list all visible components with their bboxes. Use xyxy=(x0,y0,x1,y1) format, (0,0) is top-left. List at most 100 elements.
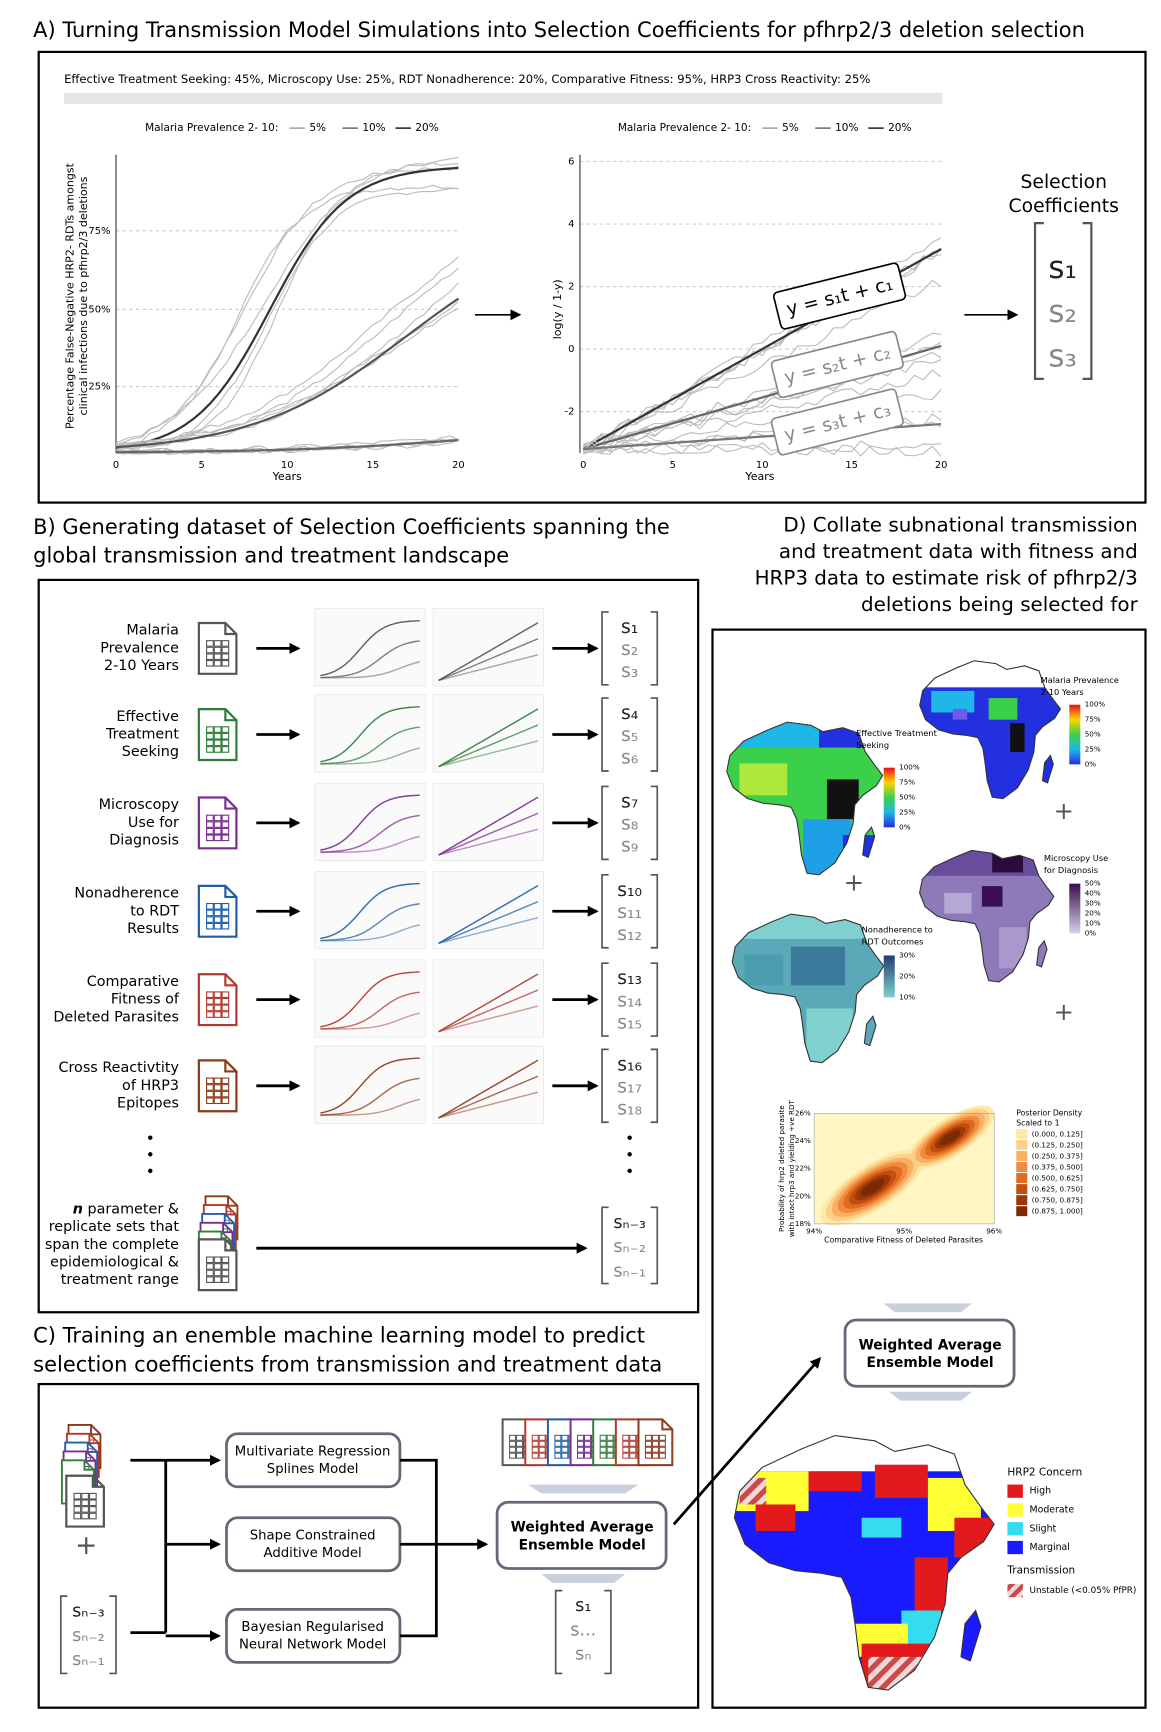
thumbnail-curve xyxy=(438,708,539,768)
thumbnail-curve xyxy=(320,794,420,851)
model-label: Bayesian Regularised xyxy=(241,1620,383,1635)
file-cell xyxy=(221,1097,230,1105)
file-cell xyxy=(644,1440,652,1447)
colorbar xyxy=(1069,704,1081,765)
file-cell xyxy=(221,1004,230,1012)
file-cell xyxy=(213,746,222,753)
row-label: Deleted Parasites xyxy=(53,1009,179,1025)
file-cell xyxy=(206,834,214,842)
file-cell xyxy=(206,1090,214,1098)
map-region xyxy=(914,1557,948,1611)
bracket xyxy=(604,1589,612,1675)
replicate-curve xyxy=(115,307,459,447)
file-cell xyxy=(221,726,230,733)
map-region xyxy=(861,1517,902,1538)
legend-label: 20% xyxy=(888,122,911,134)
colorbar-label: 25% xyxy=(1085,744,1101,753)
row-label: Prevalence xyxy=(100,640,179,656)
row-label: to RDT xyxy=(130,903,179,919)
file-cell xyxy=(538,1452,546,1459)
file-cell xyxy=(583,1452,591,1459)
colorbar xyxy=(883,767,895,828)
map-region xyxy=(992,850,1023,873)
legend-label: (0.750, 0.875] xyxy=(1032,1196,1083,1205)
thumbnail-curve xyxy=(320,814,420,853)
file-cell xyxy=(213,821,222,828)
colorbar-label: 20% xyxy=(1085,908,1101,917)
legend-swatch xyxy=(1016,1150,1028,1161)
panel-title: selection coefficients from transmission… xyxy=(33,1352,662,1376)
thumbnail-curve xyxy=(438,1091,539,1119)
legend-label: 20% xyxy=(415,122,438,134)
map-region xyxy=(744,954,784,986)
selection-title: Coefficients xyxy=(1009,196,1119,217)
legend-title: HRP2 Concern xyxy=(1007,1466,1082,1478)
bracket xyxy=(650,611,659,686)
plus: + xyxy=(1054,997,1074,1026)
x-tick-label: 94% xyxy=(806,1227,822,1236)
thumbnail-curve xyxy=(438,885,539,944)
bracket xyxy=(601,1206,609,1285)
file-cell xyxy=(73,1492,82,1500)
legend-label: (0.250, 0.375] xyxy=(1032,1152,1083,1161)
coefficient: sₙ xyxy=(575,1645,591,1665)
file-cell xyxy=(221,909,230,917)
thumbnail xyxy=(314,608,426,687)
file-cell xyxy=(644,1452,652,1459)
file-cell xyxy=(577,1446,584,1453)
colorbar-label: 0% xyxy=(899,822,911,831)
file-cell xyxy=(206,746,214,753)
file-cell xyxy=(213,640,222,647)
thumbnail xyxy=(314,871,426,950)
file-cell xyxy=(213,997,222,1005)
file-cell xyxy=(81,1492,89,1500)
legend-swatch xyxy=(1016,1206,1028,1217)
file-cell xyxy=(516,1434,524,1441)
thumbnail-curve xyxy=(438,989,539,1033)
file-cell xyxy=(213,916,222,923)
row-label: n parameter & xyxy=(73,1202,179,1218)
file-cell xyxy=(206,1084,214,1091)
bracket xyxy=(554,1589,563,1675)
connector xyxy=(399,1458,438,1638)
replicate-curve xyxy=(583,443,942,457)
panel-title: and treatment data with fitness and xyxy=(779,540,1138,563)
file-cell xyxy=(206,909,214,917)
plus: + xyxy=(75,1530,97,1561)
file-cell xyxy=(221,1269,230,1277)
bracket xyxy=(601,785,609,861)
coefficient: s₃ xyxy=(621,661,638,682)
file-cell xyxy=(221,739,230,747)
file-cell xyxy=(577,1440,584,1447)
map-region xyxy=(739,1477,767,1505)
bracket xyxy=(650,874,659,949)
file-cell xyxy=(81,1499,89,1507)
coefficient: s₆ xyxy=(621,747,638,768)
file-cell xyxy=(213,732,222,740)
coefficient: s₅ xyxy=(621,725,638,746)
bracket xyxy=(650,1048,659,1124)
file-cell xyxy=(221,814,230,822)
map-region xyxy=(1010,723,1025,752)
thumbnail-curve xyxy=(320,640,420,679)
map-region xyxy=(931,690,975,713)
map xyxy=(919,660,1061,800)
file-cell xyxy=(213,1090,222,1098)
map xyxy=(919,849,1055,983)
legend-label: 10% xyxy=(835,122,858,134)
bracket xyxy=(59,1595,68,1675)
file-cell xyxy=(221,916,230,923)
parameters: Effective Treatment Seeking: 45%, Micros… xyxy=(64,72,870,86)
row-label: span the complete xyxy=(45,1237,179,1253)
coefficient: s₁ xyxy=(1048,250,1077,286)
file-cell xyxy=(81,1512,89,1520)
file-cell xyxy=(206,814,214,822)
panel-title: C) Training an enemble machine learning … xyxy=(33,1324,645,1348)
model-label: Splines Model xyxy=(267,1462,359,1477)
file-cell xyxy=(599,1440,607,1447)
coefficient: s₂ xyxy=(1048,294,1077,330)
file-cell xyxy=(206,646,214,654)
coefficient: s₉ xyxy=(621,836,638,857)
file-cell xyxy=(206,1004,214,1012)
coefficient: s₁₁ xyxy=(617,902,642,923)
